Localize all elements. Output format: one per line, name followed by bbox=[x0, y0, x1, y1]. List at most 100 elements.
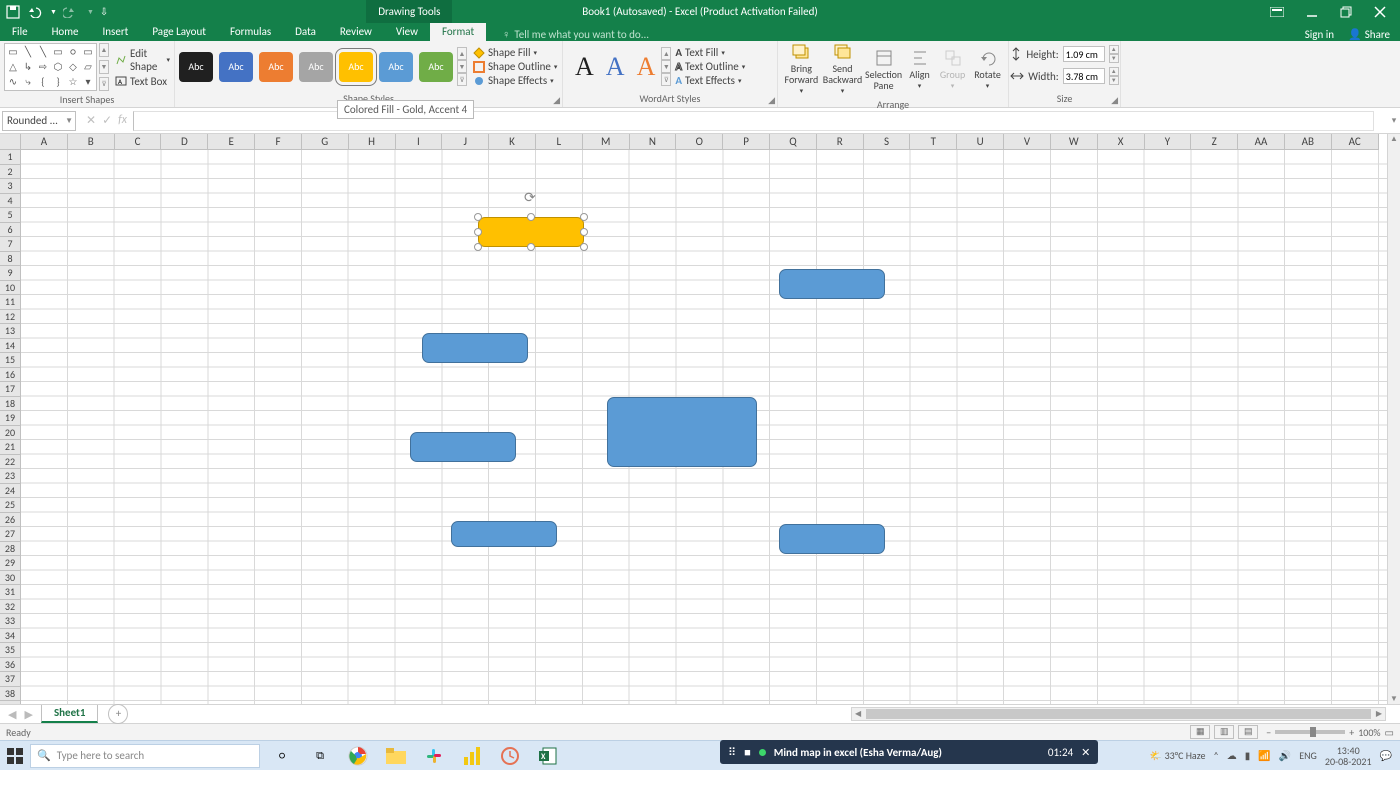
enter-formula-icon[interactable]: ✓ bbox=[102, 113, 112, 128]
column-header[interactable]: F bbox=[255, 134, 302, 150]
row-header[interactable]: 1 bbox=[0, 150, 21, 165]
tray-wifi-icon[interactable]: 📶 bbox=[1258, 749, 1270, 762]
view-normal-icon[interactable]: ▦ bbox=[1190, 725, 1210, 739]
column-header[interactable]: G bbox=[302, 134, 349, 150]
text-fill-button[interactable]: AText Fill▾ bbox=[675, 46, 745, 59]
column-header[interactable]: O bbox=[676, 134, 723, 150]
row-header[interactable]: 29 bbox=[0, 556, 21, 571]
tell-me-search[interactable]: ♀ Tell me what you want to do... bbox=[486, 28, 1305, 41]
clockify-icon[interactable] bbox=[496, 742, 524, 770]
display-settings-icon[interactable]: ▭ bbox=[1385, 726, 1394, 739]
shape-outline-button[interactable]: Shape Outline▾ bbox=[473, 60, 557, 73]
tray-onedrive-icon[interactable]: ☁ bbox=[1227, 749, 1237, 762]
tab-format[interactable]: Format bbox=[430, 23, 486, 41]
maximize-icon[interactable] bbox=[1340, 6, 1352, 18]
column-header[interactable]: A bbox=[21, 134, 68, 150]
wordart-gallery[interactable]: AAA bbox=[567, 52, 655, 82]
horizontal-scrollbar[interactable]: ◀▶ bbox=[851, 707, 1386, 721]
vertical-scrollbar[interactable]: ▲ ▼ bbox=[1387, 134, 1400, 704]
row-header[interactable]: 3 bbox=[0, 179, 21, 194]
column-header[interactable]: AA bbox=[1238, 134, 1285, 150]
column-header[interactable]: I bbox=[396, 134, 443, 150]
shape-effects-button[interactable]: Shape Effects▾ bbox=[473, 74, 557, 87]
row-header[interactable]: 37 bbox=[0, 672, 21, 687]
tray-notifications-icon[interactable]: 💬 bbox=[1380, 749, 1392, 762]
sheet-tab-active[interactable]: Sheet1 bbox=[41, 705, 99, 723]
selection-handle[interactable] bbox=[474, 213, 482, 221]
wordart-scroll-down[interactable]: ▼ bbox=[661, 60, 671, 73]
tab-view[interactable]: View bbox=[384, 23, 430, 41]
shape-style-swatch[interactable]: Abc bbox=[299, 52, 333, 82]
overlay-close-icon[interactable]: ✕ bbox=[1081, 746, 1090, 759]
style-scroll-down[interactable]: ▼ bbox=[457, 60, 467, 73]
row-header[interactable]: 25 bbox=[0, 498, 21, 513]
weather-widget[interactable]: 🌤️ 33°C Haze bbox=[1150, 749, 1206, 762]
shape-style-swatch[interactable]: Abc bbox=[259, 52, 293, 82]
row-header[interactable]: 35 bbox=[0, 643, 21, 658]
style-scroll-up[interactable]: ▲ bbox=[457, 47, 467, 60]
selection-handle[interactable] bbox=[527, 213, 535, 221]
cells-area[interactable]: ⟳ bbox=[21, 150, 1387, 704]
tab-formulas[interactable]: Formulas bbox=[218, 23, 283, 41]
selection-pane-button[interactable]: Selection Pane bbox=[864, 49, 903, 91]
style-gallery-more[interactable]: ⊽ bbox=[457, 73, 467, 86]
shape-style-swatch[interactable]: Abc bbox=[339, 52, 373, 82]
column-header[interactable]: T bbox=[910, 134, 957, 150]
column-header[interactable]: X bbox=[1098, 134, 1145, 150]
cancel-formula-icon[interactable]: ✕ bbox=[86, 113, 96, 128]
width-spin-down[interactable]: ▼ bbox=[1109, 76, 1119, 85]
send-backward-button[interactable]: Send Backward▾ bbox=[823, 43, 862, 96]
rounded-rectangle-shape[interactable] bbox=[410, 432, 516, 462]
namebox-dropdown-icon[interactable]: ▼ bbox=[65, 116, 73, 126]
zoom-out-button[interactable]: − bbox=[1266, 726, 1271, 739]
width-spin-up[interactable]: ▲ bbox=[1109, 67, 1119, 76]
row-header[interactable]: 22 bbox=[0, 455, 21, 470]
column-header[interactable]: Y bbox=[1145, 134, 1192, 150]
shapes-scroll-down[interactable]: ▼ bbox=[99, 60, 109, 74]
tray-language[interactable]: ENG bbox=[1299, 749, 1317, 762]
column-header[interactable]: AC bbox=[1332, 134, 1379, 150]
row-header[interactable]: 11 bbox=[0, 295, 21, 310]
row-header[interactable]: 12 bbox=[0, 310, 21, 325]
view-page-break-icon[interactable]: ▤ bbox=[1238, 725, 1258, 739]
tab-review[interactable]: Review bbox=[328, 23, 384, 41]
shapes-gallery[interactable]: ▭╲╲▭○▭ △↳⇨⬡◇▱ ∿⤷{}☆▾ bbox=[4, 43, 97, 91]
shapes-gallery-more[interactable]: ⊽ bbox=[99, 77, 109, 91]
name-box[interactable]: Rounded ...▼ bbox=[2, 111, 76, 131]
row-header[interactable]: 33 bbox=[0, 614, 21, 629]
tray-volume-icon[interactable]: 🔊 bbox=[1279, 749, 1291, 762]
column-header[interactable]: W bbox=[1051, 134, 1098, 150]
share-button[interactable]: 👤Share bbox=[1348, 28, 1390, 41]
text-effects-button[interactable]: AText Effects▾ bbox=[675, 74, 745, 87]
tab-file[interactable]: File bbox=[0, 23, 40, 41]
tab-data[interactable]: Data bbox=[283, 23, 328, 41]
row-header[interactable]: 13 bbox=[0, 324, 21, 339]
redo-dropdown[interactable]: ▼ bbox=[87, 7, 94, 16]
row-header[interactable]: 9 bbox=[0, 266, 21, 281]
row-header[interactable]: 4 bbox=[0, 194, 21, 209]
sheet-nav-prev[interactable]: ◀ bbox=[8, 708, 16, 721]
formula-bar[interactable] bbox=[133, 111, 1374, 131]
zoom-level[interactable]: 100% bbox=[1358, 726, 1380, 739]
width-input[interactable] bbox=[1063, 68, 1105, 84]
wordart-sample[interactable]: A bbox=[606, 52, 625, 82]
selection-handle[interactable] bbox=[580, 228, 588, 236]
shape-style-swatch[interactable]: Abc bbox=[219, 52, 253, 82]
shape-style-swatch[interactable]: Abc bbox=[379, 52, 413, 82]
row-header[interactable]: 2 bbox=[0, 165, 21, 180]
shape-styles-launcher[interactable]: ◢ bbox=[553, 95, 560, 106]
rotate-handle[interactable]: ⟳ bbox=[524, 189, 536, 206]
selection-handle[interactable] bbox=[474, 228, 482, 236]
size-launcher[interactable]: ◢ bbox=[1111, 95, 1118, 106]
row-header[interactable]: 34 bbox=[0, 629, 21, 644]
excel-icon[interactable]: X bbox=[534, 742, 562, 770]
rounded-rectangle-shape[interactable] bbox=[422, 333, 528, 363]
row-header[interactable]: 8 bbox=[0, 252, 21, 267]
save-icon[interactable] bbox=[6, 5, 20, 19]
shape-style-swatch[interactable]: Abc bbox=[419, 52, 453, 82]
row-header[interactable]: 21 bbox=[0, 440, 21, 455]
formula-bar-expand[interactable]: ▾ bbox=[1388, 115, 1400, 126]
column-header[interactable]: Z bbox=[1191, 134, 1238, 150]
column-header[interactable]: D bbox=[161, 134, 208, 150]
file-explorer-icon[interactable] bbox=[382, 742, 410, 770]
